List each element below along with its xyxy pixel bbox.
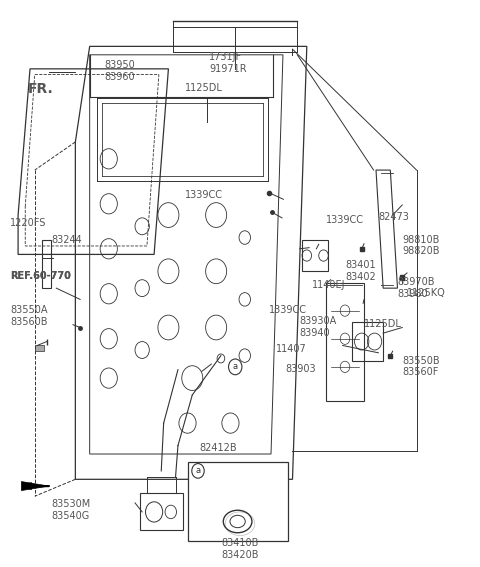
Text: 1125DL: 1125DL <box>364 319 402 329</box>
Text: 1339CC: 1339CC <box>326 215 364 225</box>
Bar <box>35 345 44 351</box>
Text: 1125KQ: 1125KQ <box>407 288 446 298</box>
Text: 82473: 82473 <box>378 212 409 222</box>
Text: 83950
83960: 83950 83960 <box>104 61 135 82</box>
Text: a: a <box>195 467 201 475</box>
Text: 11407: 11407 <box>276 344 307 354</box>
Text: REF.60-770: REF.60-770 <box>10 271 71 281</box>
Text: 1339CC: 1339CC <box>269 305 307 315</box>
Text: 98810B
98820B: 98810B 98820B <box>402 235 440 256</box>
Text: 1220FS: 1220FS <box>10 218 47 228</box>
Text: 1731JF
91971R: 1731JF 91971R <box>209 52 247 74</box>
Text: 83401
83402: 83401 83402 <box>345 260 376 282</box>
Text: 83244: 83244 <box>51 235 82 245</box>
Bar <box>188 463 288 541</box>
Text: 83550B
83560F: 83550B 83560F <box>402 356 440 377</box>
Text: 83550A
83560B: 83550A 83560B <box>10 305 48 327</box>
Text: REF.60-770: REF.60-770 <box>10 271 71 281</box>
Text: a: a <box>233 362 238 371</box>
Polygon shape <box>22 481 49 490</box>
Text: FR.: FR. <box>28 82 53 96</box>
Text: 1339CC: 1339CC <box>185 190 223 200</box>
Text: 83530M
83540G: 83530M 83540G <box>51 499 91 521</box>
Text: 83970B
83980: 83970B 83980 <box>397 277 435 298</box>
Text: 1125DL: 1125DL <box>185 83 223 93</box>
Text: 83930A
83940: 83930A 83940 <box>300 316 337 338</box>
Text: 83903: 83903 <box>285 364 316 374</box>
Text: 82412B: 82412B <box>199 443 237 453</box>
Text: 1140EJ: 1140EJ <box>312 280 345 290</box>
Text: 83410B
83420B: 83410B 83420B <box>221 538 259 560</box>
